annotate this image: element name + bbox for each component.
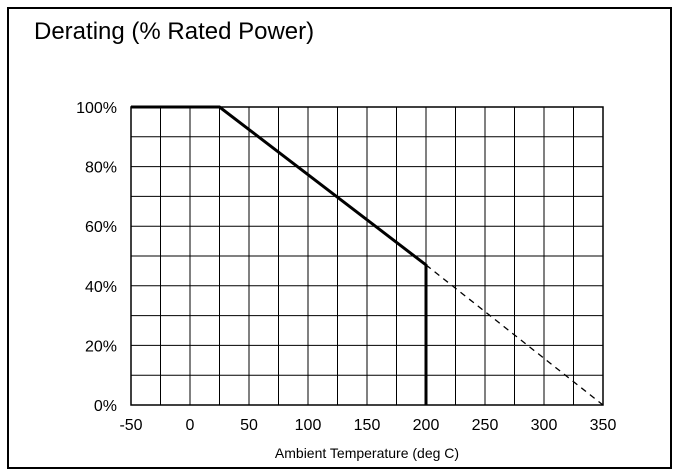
series-line-solid [131,105,428,405]
plot-border [130,106,604,406]
y-tick-label: 40% [85,279,117,296]
tick-labels: -50 0 50 100 150 200 250 300 350 0% 20% 40% 60% 80% 10… [76,100,616,434]
y-tick-label: 80% [85,160,117,177]
x-tick-label: 350 [590,417,617,434]
x-tick-label: -50 [119,417,142,434]
x-tick-label: 150 [354,417,381,434]
y-tick-label: 60% [85,219,117,236]
y-tick-label: 20% [85,338,117,355]
chart-title: Derating (% Rated Power) [34,18,315,45]
series-line-dashed [425,264,604,406]
x-tick-label: 300 [531,417,558,434]
y-tick-label: 100% [76,100,117,117]
x-tick-label: 200 [413,417,440,434]
series-layer [131,105,604,406]
x-tick-label: 250 [472,417,499,434]
x-tick-label: 100 [295,417,322,434]
grid [130,106,604,406]
x-axis-label: Ambient Temperature (deg C) [275,445,459,461]
chart-frame [7,7,672,469]
y-tick-label: 0% [94,398,117,415]
x-tick-label: 0 [186,417,195,434]
x-tick-label: 50 [240,417,258,434]
